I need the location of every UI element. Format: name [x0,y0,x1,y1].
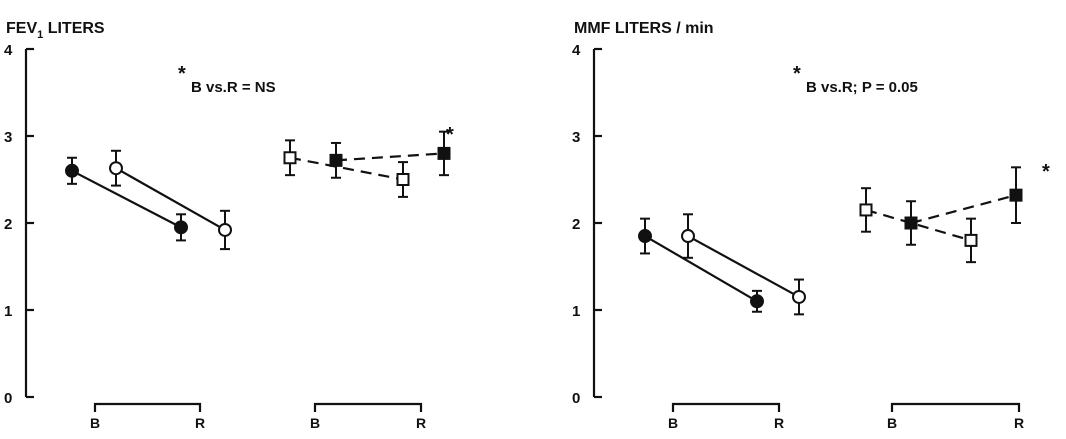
bracket-group-2: B R [887,402,1024,431]
bracket-label-r: R [416,415,426,431]
data-point [65,156,79,185]
data-point [109,149,123,187]
open-circle-marker [218,222,232,237]
series-line [644,235,758,303]
data-point [329,141,343,179]
open-square-marker [964,233,978,247]
y-tick-label: 3 [572,129,580,146]
y-ticks: 0 1 2 3 4 [572,42,602,407]
series-line [335,152,445,162]
filled-circle-marker [65,163,79,178]
y-tick-label: 0 [572,390,580,407]
series-points [65,130,451,251]
data-point [859,187,873,233]
open-square-marker [283,151,297,165]
y-tick-label: 0 [4,390,12,407]
mmf-panel: MMF LITERS / min * B vs.R; P = 0.05 B R … [572,20,1050,431]
data-point [1009,166,1023,224]
significance-star: * [1042,161,1050,183]
series-line [910,194,1017,225]
open-square-marker [396,173,410,186]
series-lines [644,194,1017,303]
y-tick-label: 1 [572,303,580,320]
bracket-label-r: R [774,415,784,431]
filled-square-marker [1009,188,1023,202]
annotation-text: B vs.R = NS [191,79,276,96]
fev1-panel: FEV1 LITERS * B vs.R = NS B R B R * 0 1 2 3… [4,20,454,431]
bracket [671,402,781,412]
chart-title: MMF LITERS / min [574,20,714,37]
y-ticks: 0 1 2 3 4 [4,42,34,407]
bracket [313,402,423,412]
series-line [687,235,800,298]
series-line [289,156,404,181]
open-square-marker [859,203,873,217]
data-point [437,130,451,177]
data-point [396,161,410,198]
series-lines [71,152,445,231]
data-point [750,289,764,313]
filled-circle-marker [638,229,652,244]
chart-title: FEV1 LITERS [6,20,105,41]
bracket-group-1: B R [668,402,784,431]
y-tick-label: 4 [572,42,581,59]
series-points [638,166,1023,316]
data-point [283,139,297,177]
series-line [115,167,226,231]
filled-circle-marker [750,294,764,309]
data-point [218,209,232,251]
y-tick-label: 2 [572,216,580,233]
data-point [964,217,978,264]
data-series [65,130,451,251]
open-circle-marker [681,229,695,244]
annotation-star: * [178,63,186,85]
data-point [681,213,695,259]
y-tick-label: 3 [4,129,12,146]
open-circle-marker [109,161,123,176]
bracket-label-b: B [668,415,678,431]
bracket-group-2: B R [310,402,426,431]
bracket-label-r: R [1014,415,1024,431]
bracket-label-b: B [887,415,897,431]
bracket [890,402,1021,412]
annotation-star: * [793,63,801,85]
filled-square-marker [329,153,343,167]
y-tick-label: 4 [4,42,13,59]
data-point [792,278,806,316]
bracket-label-b: B [310,415,320,431]
series-line [865,208,972,242]
filled-square-marker [437,146,451,160]
bracket [93,402,202,412]
annotation-text: B vs.R; P = 0.05 [806,79,918,96]
data-point [174,213,188,242]
filled-circle-marker [174,220,188,235]
bracket-label-r: R [195,415,205,431]
bracket-group-1: B R [90,402,205,431]
y-tick-label: 2 [4,216,12,233]
bracket-label-b: B [90,415,100,431]
data-point [638,217,652,255]
series-line [71,169,182,229]
filled-square-marker [904,216,918,230]
significance-star: * [446,124,454,146]
open-circle-marker [792,289,806,304]
data-point [904,200,918,246]
data-series [638,166,1023,316]
y-tick-label: 1 [4,303,12,320]
